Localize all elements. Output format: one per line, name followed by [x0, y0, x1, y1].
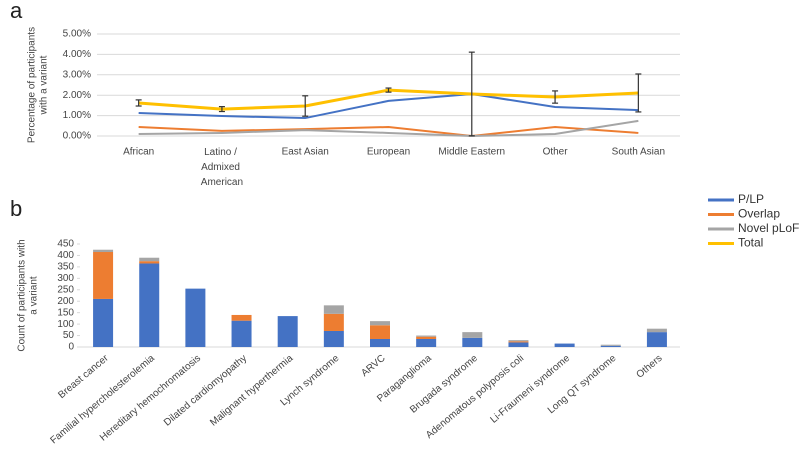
bar-segment: [231, 314, 252, 321]
bar-segment: [185, 288, 206, 347]
legend-label: P/LP: [738, 192, 764, 206]
bar-segment: [462, 337, 483, 347]
error-bar: [635, 73, 642, 113]
bar-segment: [646, 332, 667, 347]
y-tick-label: 0.00%: [63, 131, 91, 142]
y-tick-label: 400: [57, 250, 74, 261]
error-bar: [302, 95, 309, 117]
panel-label: a: [10, 0, 23, 23]
y-tick-label: 300: [57, 273, 74, 284]
y-axis-label: with a variant: [39, 55, 50, 115]
y-tick-label: 4.00%: [63, 49, 91, 60]
bar-segment: [93, 249, 114, 253]
line-series: [138, 88, 639, 111]
x-tick-label: East Asian: [282, 147, 329, 158]
x-tick-label: Malignant hyperthermia: [208, 353, 295, 429]
bar-segment: [370, 321, 390, 326]
bar-segment: [323, 313, 344, 331]
bar-segment: [646, 328, 667, 333]
error-bar: [552, 90, 559, 104]
x-tick-label: African: [123, 147, 154, 158]
x-tick-label: Others: [634, 353, 664, 381]
bar-segment: [508, 341, 529, 343]
y-axis-label: Percentage of participants: [27, 27, 38, 143]
x-tick-label: Latino / Admixed American: [201, 147, 243, 188]
x-tick-label: ARVC: [359, 353, 387, 379]
error-bar: [468, 51, 475, 137]
bar-segment: [139, 263, 160, 347]
bar-segment: [600, 345, 621, 347]
line-series: [138, 126, 639, 138]
y-tick-label: 2.00%: [63, 90, 91, 101]
y-tick-label: 250: [57, 284, 74, 295]
x-tick-label: Adenomatous polyposis coli: [424, 353, 526, 441]
legend-label: Total: [738, 236, 763, 250]
x-tick-label: Li-Fraumeni syndrome: [489, 353, 573, 426]
y-tick-label: 450: [57, 239, 74, 250]
legend-label: Overlap: [738, 207, 780, 221]
bar-segment: [416, 338, 437, 347]
bar-segment: [323, 330, 344, 347]
y-tick-label: 150: [57, 307, 74, 318]
bar-segment: [93, 252, 114, 299]
bar-segment: [416, 336, 437, 339]
bar-segment: [462, 332, 483, 338]
line-series: [138, 92, 639, 120]
panel-label: b: [10, 196, 22, 221]
bar-segment: [370, 338, 390, 347]
bar-segment: [600, 344, 621, 346]
legend-label: Novel pLoF: [738, 221, 799, 235]
y-tick-label: 350: [57, 262, 74, 273]
x-tick-label: Middle Eastern: [438, 147, 505, 158]
line-series: [138, 119, 639, 138]
bar-segment: [231, 320, 252, 347]
bar-segment: [323, 305, 344, 314]
bar-segment: [139, 261, 160, 264]
y-tick-label: 5.00%: [63, 29, 91, 40]
bar-segment: [93, 298, 114, 347]
x-tick-label: Other: [543, 147, 569, 158]
y-tick-label: 3.00%: [63, 69, 91, 80]
error-bar: [135, 99, 142, 107]
x-tick-label: South Asian: [612, 147, 665, 158]
y-tick-label: 100: [57, 319, 74, 330]
y-tick-label: 50: [63, 330, 75, 341]
bar-segment: [370, 325, 390, 339]
x-tick-label: Dilated cardiomyopathy: [162, 353, 249, 429]
bar-segment: [554, 343, 575, 347]
bar-segment: [139, 257, 160, 262]
bar-segment: [508, 342, 529, 347]
error-bar: [218, 106, 225, 113]
y-tick-label: 1.00%: [63, 110, 91, 121]
y-axis-label: Count of participants with: [17, 239, 28, 351]
bar-segment: [277, 316, 298, 347]
bar-segment: [508, 340, 529, 342]
error-bar: [385, 87, 392, 93]
y-axis-label: a variant: [29, 276, 40, 315]
x-tick-label: European: [367, 147, 410, 158]
y-tick-label: 0: [68, 342, 74, 353]
y-tick-label: 200: [57, 296, 74, 307]
bar-segment: [416, 335, 437, 337]
